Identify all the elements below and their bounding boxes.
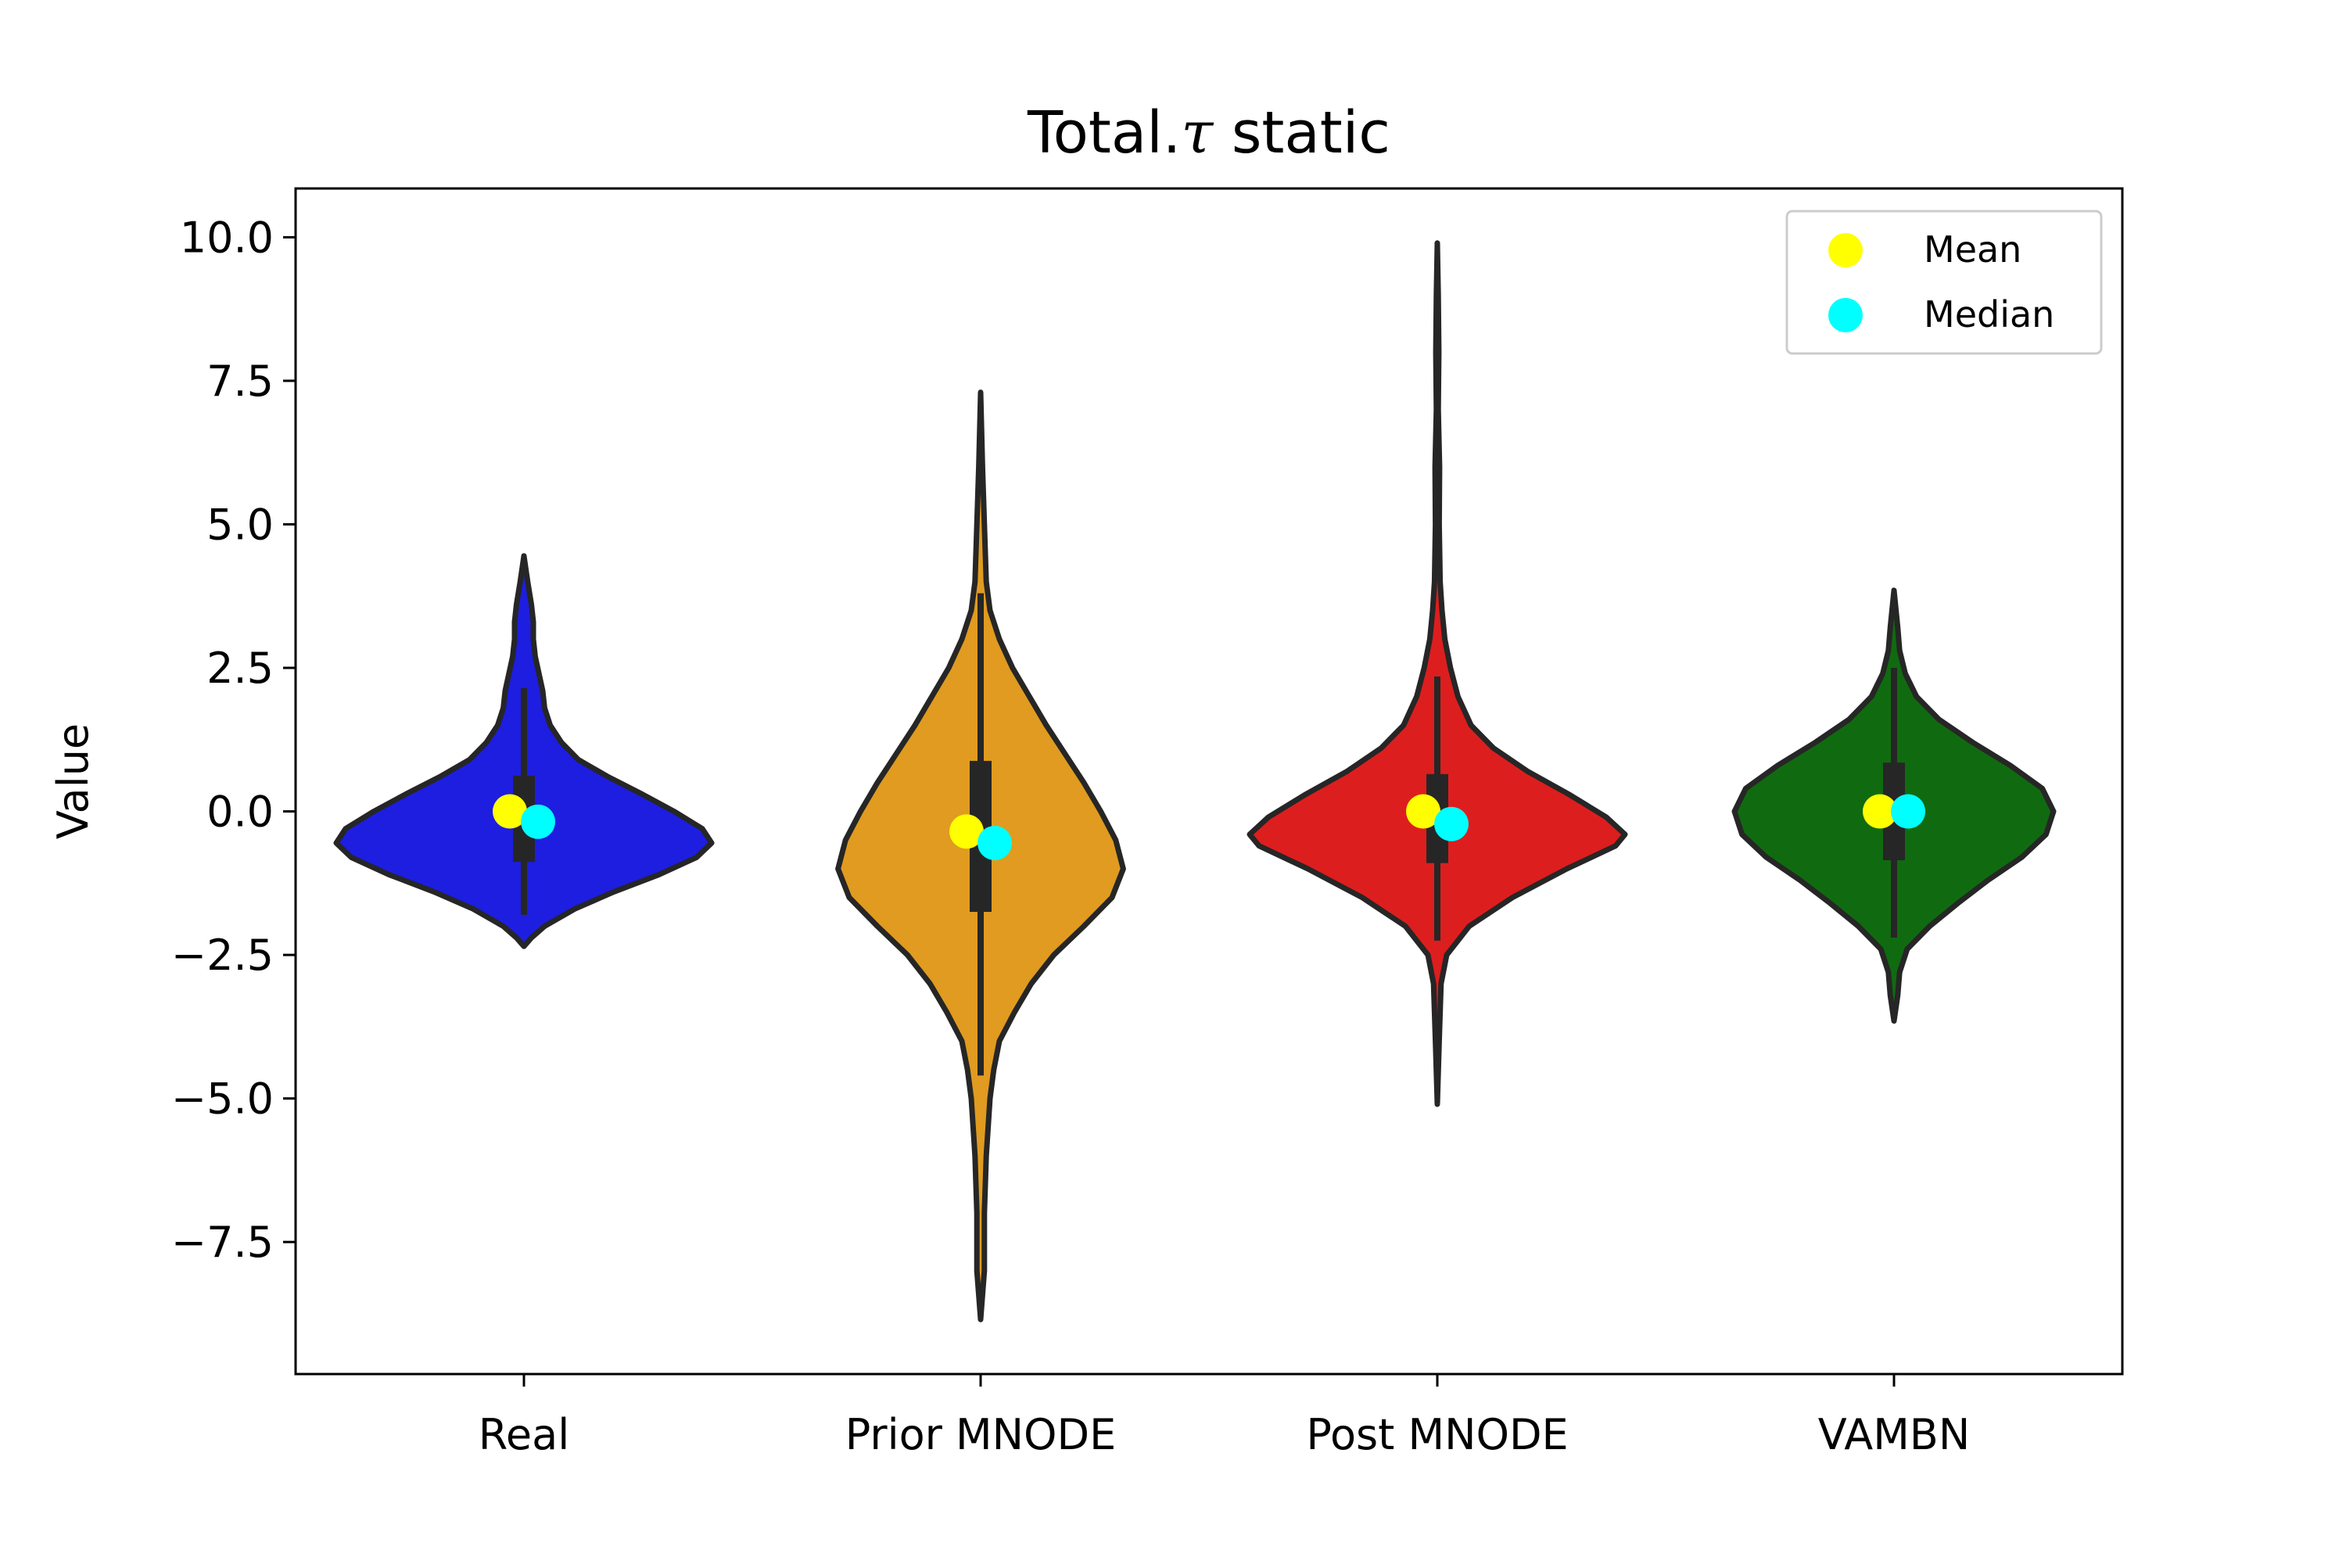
mean-marker	[493, 794, 527, 829]
mean-marker	[949, 814, 984, 849]
violin-body	[1247, 240, 1628, 1107]
x-tick-label: Prior MNODE	[845, 1410, 1116, 1459]
legend: Mean Median	[1785, 210, 2103, 355]
median-marker	[521, 804, 555, 839]
legend-items: Mean Median	[1828, 228, 2054, 335]
y-tick-label: −7.5	[171, 1218, 274, 1267]
violin-post-mnode	[1247, 240, 1628, 1107]
legend-label: Median	[1924, 293, 2054, 335]
y-axis: 10.0 7.5 5.0 2.5 0.0 −2.5 −5.0 −7.5	[171, 213, 296, 1267]
y-tick-label: 10.0	[180, 213, 274, 262]
violin-vambn	[1731, 587, 2057, 1024]
chart-title: Total.τ static	[1027, 99, 1390, 167]
legend-box	[1785, 210, 2103, 355]
x-tick-label: Post MNODE	[1306, 1410, 1568, 1459]
violins-layer	[333, 240, 2057, 1322]
y-tick-label: −5.0	[171, 1075, 274, 1124]
mean-marker	[1406, 794, 1440, 829]
legend-marker	[1828, 233, 1863, 267]
y-tick-label: −2.5	[171, 931, 274, 980]
median-marker	[978, 825, 1012, 860]
y-tick-label: 5.0	[206, 500, 274, 549]
median-marker	[1891, 794, 1925, 829]
median-marker	[1434, 806, 1469, 841]
y-tick-label: 2.5	[206, 644, 274, 693]
x-tick-label: Real	[479, 1410, 569, 1459]
legend-label: Mean	[1924, 228, 2021, 271]
violin-prior-mnode	[835, 389, 1126, 1322]
chart-title-symbol: τ	[1181, 99, 1214, 167]
x-tick-label: VAMBN	[1818, 1410, 1970, 1459]
x-axis: Real Prior MNODE Post MNODE VAMBN	[479, 1374, 1970, 1459]
legend-marker	[1828, 298, 1863, 332]
y-tick-label: 0.0	[206, 788, 274, 837]
y-tick-label: 7.5	[206, 357, 274, 406]
chart-title-prefix: Total.	[1027, 99, 1181, 167]
y-axis-label: Value	[48, 723, 98, 839]
mean-marker	[1863, 794, 1897, 829]
chart-title-suffix: static	[1213, 99, 1390, 167]
violin-real	[333, 553, 715, 949]
plot-frame	[294, 187, 2124, 1376]
